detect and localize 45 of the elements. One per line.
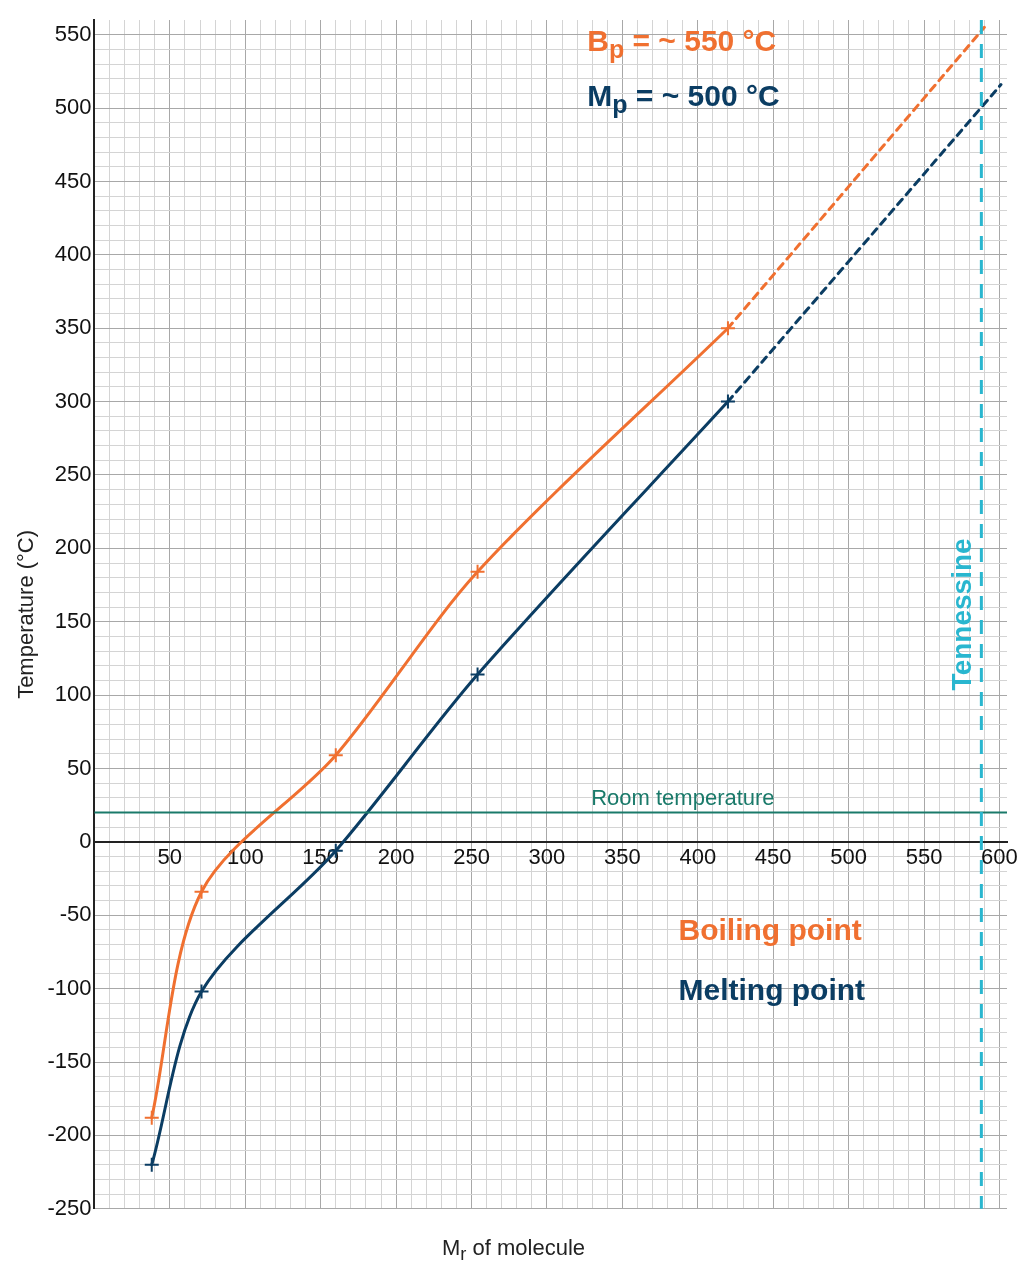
y-tick-label: 450	[54, 167, 92, 193]
annotation: M$_{p}$ = ~ 500 °C	[587, 79, 780, 119]
point	[719, 393, 736, 410]
x-axis-title: M$_{r}$ of molecule	[440, 1235, 587, 1266]
y-tick-label: -250	[47, 1194, 92, 1220]
y-tick-label: 0	[79, 827, 92, 853]
ref-line-label: Room temperature	[591, 784, 775, 810]
y-tick-label: 50	[66, 754, 92, 780]
x-tick-label: 300	[528, 844, 566, 870]
point	[469, 563, 486, 580]
text: Boiling point	[678, 911, 863, 948]
point	[719, 320, 736, 337]
y-tick-label: 150	[54, 607, 92, 633]
y-tick-label: 350	[54, 314, 92, 340]
x-tick-label: 250	[453, 844, 490, 870]
y-tick-label: -50	[59, 901, 92, 927]
x-tick-label: 450	[754, 844, 792, 870]
y-tick-label: -150	[47, 1048, 92, 1074]
y-tick-label: 550	[54, 20, 92, 46]
x-tick-label: 100	[226, 844, 264, 870]
ref-line-label: Tennessine	[946, 538, 978, 691]
point	[143, 1109, 160, 1126]
y-tick-label: 400	[54, 240, 92, 266]
text: Melting point	[678, 971, 866, 1008]
y-tick-label: -100	[47, 974, 92, 1000]
point	[327, 747, 344, 764]
y-tick-label: 300	[54, 387, 92, 413]
y-tick-label: 200	[54, 534, 92, 560]
x-tick-label: 500	[830, 844, 867, 870]
x-tick-label: 600	[981, 844, 1018, 870]
x-tick-label: 200	[377, 844, 415, 870]
y-tick-label: 250	[54, 461, 92, 487]
point	[193, 883, 210, 900]
y-tick-label: -200	[47, 1121, 92, 1147]
y-axis-title: Temperature (°C)	[13, 529, 39, 699]
y-tick-label: 100	[54, 681, 92, 707]
x-tick-label: 50	[157, 844, 183, 870]
x-tick-label: 350	[604, 844, 641, 870]
x-tick-label: 400	[679, 844, 717, 870]
point	[193, 983, 210, 1000]
point	[143, 1156, 160, 1173]
y-tick-label: 500	[54, 94, 92, 120]
annotation: B$_{p}$ = ~ 550 °C	[587, 24, 777, 64]
x-tick-label: 550	[905, 844, 943, 870]
point	[469, 666, 486, 683]
